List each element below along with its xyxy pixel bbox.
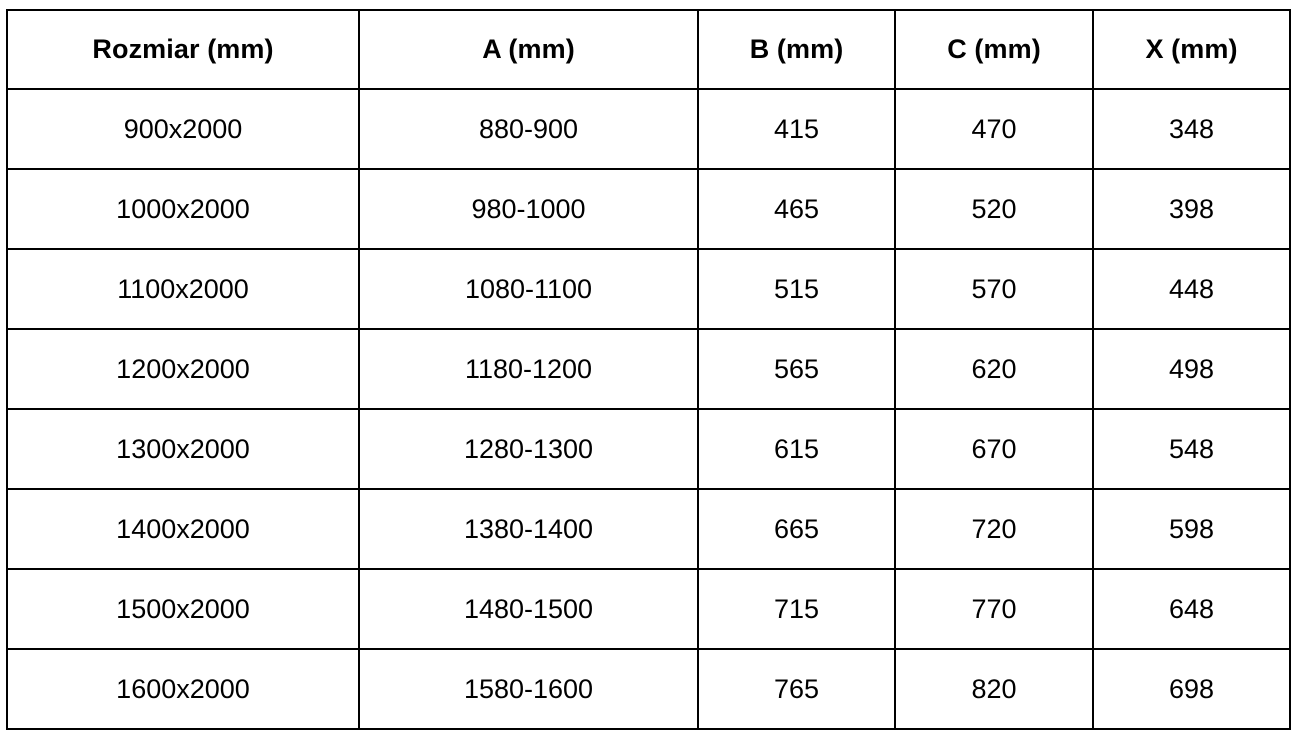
table-row: 1100x2000 1080-1100 515 570 448 (6, 248, 1291, 330)
table-row: 1500x2000 1480-1500 715 770 648 (6, 568, 1291, 650)
table-row: 1200x2000 1180-1200 565 620 498 (6, 328, 1291, 410)
cell-b: 415 (697, 88, 896, 170)
table-header: Rozmiar (mm) A (mm) B (mm) C (mm) X (mm) (6, 9, 1291, 90)
cell-a: 880-900 (358, 88, 699, 170)
cell-b: 465 (697, 168, 896, 250)
cell-x: 498 (1092, 328, 1291, 410)
table-row: 900x2000 880-900 415 470 348 (6, 88, 1291, 170)
header-row: Rozmiar (mm) A (mm) B (mm) C (mm) X (mm) (6, 9, 1291, 90)
cell-b: 715 (697, 568, 896, 650)
table-row: 1600x2000 1580-1600 765 820 698 (6, 648, 1291, 730)
cell-size: 1100x2000 (6, 248, 360, 330)
cell-c: 570 (894, 248, 1094, 330)
cell-x: 648 (1092, 568, 1291, 650)
column-header-c: C (mm) (894, 9, 1094, 90)
cell-b: 765 (697, 648, 896, 730)
specification-table: Rozmiar (mm) A (mm) B (mm) C (mm) X (mm)… (6, 9, 1291, 730)
cell-size: 1200x2000 (6, 328, 360, 410)
table-row: 1300x2000 1280-1300 615 670 548 (6, 408, 1291, 490)
cell-x: 548 (1092, 408, 1291, 490)
cell-c: 820 (894, 648, 1094, 730)
cell-c: 770 (894, 568, 1094, 650)
cell-a: 1080-1100 (358, 248, 699, 330)
cell-size: 900x2000 (6, 88, 360, 170)
cell-a: 1180-1200 (358, 328, 699, 410)
cell-b: 665 (697, 488, 896, 570)
cell-size: 1400x2000 (6, 488, 360, 570)
cell-c: 470 (894, 88, 1094, 170)
cell-size: 1500x2000 (6, 568, 360, 650)
cell-size: 1600x2000 (6, 648, 360, 730)
cell-a: 980-1000 (358, 168, 699, 250)
table-body: 900x2000 880-900 415 470 348 1000x2000 9… (6, 88, 1291, 730)
cell-x: 448 (1092, 248, 1291, 330)
cell-c: 520 (894, 168, 1094, 250)
cell-a: 1480-1500 (358, 568, 699, 650)
cell-b: 615 (697, 408, 896, 490)
cell-c: 670 (894, 408, 1094, 490)
cell-x: 698 (1092, 648, 1291, 730)
column-header-b: B (mm) (697, 9, 896, 90)
cell-size: 1300x2000 (6, 408, 360, 490)
cell-c: 620 (894, 328, 1094, 410)
cell-b: 515 (697, 248, 896, 330)
cell-c: 720 (894, 488, 1094, 570)
column-header-a: A (mm) (358, 9, 699, 90)
cell-a: 1580-1600 (358, 648, 699, 730)
table-row: 1400x2000 1380-1400 665 720 598 (6, 488, 1291, 570)
cell-x: 598 (1092, 488, 1291, 570)
table-row: 1000x2000 980-1000 465 520 398 (6, 168, 1291, 250)
cell-b: 565 (697, 328, 896, 410)
cell-x: 348 (1092, 88, 1291, 170)
column-header-x: X (mm) (1092, 9, 1291, 90)
cell-a: 1280-1300 (358, 408, 699, 490)
cell-size: 1000x2000 (6, 168, 360, 250)
column-header-size: Rozmiar (mm) (6, 9, 360, 90)
cell-x: 398 (1092, 168, 1291, 250)
cell-a: 1380-1400 (358, 488, 699, 570)
